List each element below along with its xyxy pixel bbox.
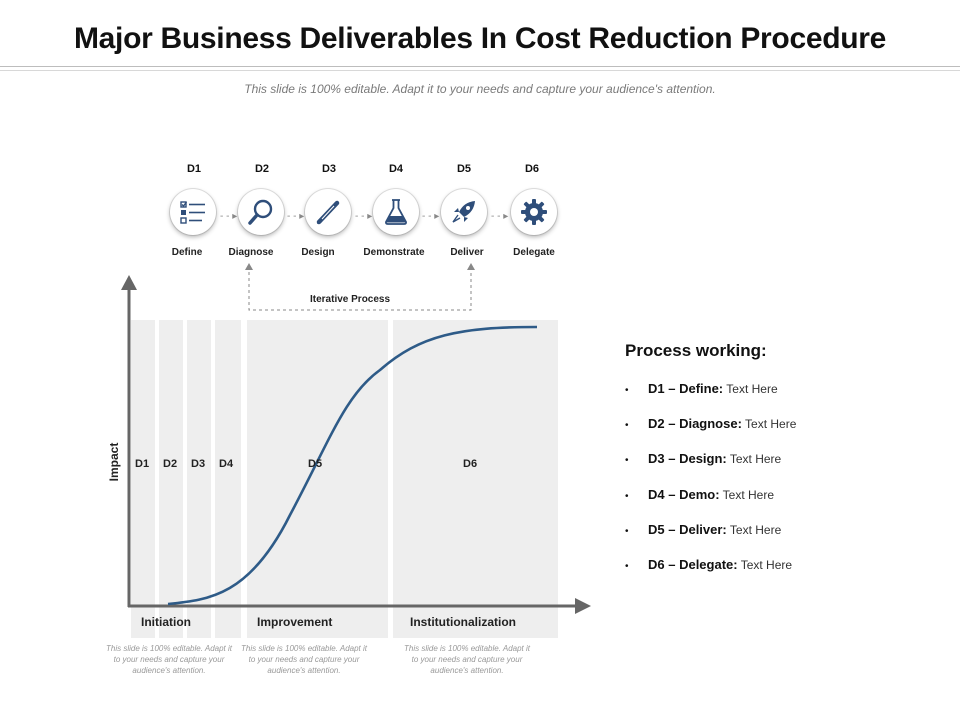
- process-item-d5: • D5 – Deliver: Text Here: [625, 522, 781, 537]
- step-name-demonstrate: Demonstrate: [363, 247, 425, 258]
- bullet-icon: •: [625, 561, 629, 572]
- connector-arrow: - - ▸: [355, 211, 373, 222]
- bullet-icon: •: [625, 491, 629, 502]
- zone-label-d1: D1: [135, 458, 150, 470]
- process-item-key: D3 – Design:: [648, 451, 727, 466]
- step-name-design: Design: [301, 247, 335, 258]
- step-name-define: Define: [171, 247, 203, 258]
- step-name-delegate: Delegate: [513, 247, 555, 258]
- step-demonstrate-circle: [373, 189, 419, 235]
- process-item-value: Text Here: [729, 452, 782, 466]
- x-axis-arrowhead: [575, 598, 591, 614]
- process-item-d1: • D1 – Define: Text Here: [625, 381, 778, 396]
- phase-note-institutionalization: This slide is 100% editable. Adapt it to…: [404, 644, 530, 675]
- connector-arrow: - - ▸: [491, 211, 509, 222]
- step-name-deliver: Deliver: [450, 247, 484, 258]
- process-item-d4: • D4 – Demo: Text Here: [625, 487, 774, 502]
- zone-band-d1: [131, 320, 155, 638]
- zone-label-d3: D3: [191, 458, 206, 470]
- process-item-value: Text Here: [726, 382, 778, 396]
- y-axis-arrowhead: [121, 275, 137, 290]
- process-item-d3: • D3 – Design: Text Here: [625, 451, 781, 466]
- iterative-process-label: Iterative Process: [308, 294, 393, 305]
- process-item-value: Text Here: [729, 523, 782, 537]
- step-define-circle: [170, 189, 216, 235]
- connector-arrow: - - ▸: [422, 211, 440, 222]
- phase-note-improvement: This slide is 100% editable. Adapt it to…: [241, 644, 367, 675]
- zone-label-d4: D4: [219, 458, 234, 470]
- process-item-d6: • D6 – Delegate: Text Here: [625, 557, 792, 572]
- pen-icon: [316, 200, 340, 225]
- title-divider-bottom: [0, 70, 960, 71]
- flask-icon: [385, 199, 407, 225]
- slide-title: Major Business Deliverables In Cost Redu…: [73, 22, 887, 55]
- process-item-d2: • D2 – Diagnose: Text Here: [625, 416, 796, 431]
- phase-institutionalization: Institutionalization: [410, 615, 516, 629]
- phase-initiation: Initiation: [141, 615, 191, 629]
- phase-note-initiation: This slide is 100% editable. Adapt it to…: [106, 644, 232, 675]
- step-code-d6: D6: [524, 163, 540, 175]
- bullet-icon: •: [625, 420, 629, 431]
- zone-band-d6: [393, 320, 558, 638]
- title-divider-top: [0, 66, 960, 67]
- checklist-icon: [180, 201, 205, 224]
- zone-label-d5: D5: [308, 458, 323, 470]
- rocket-icon: [452, 201, 475, 223]
- process-item-key: D5 – Deliver:: [648, 522, 727, 537]
- zone-label-d2: D2: [163, 458, 178, 470]
- bullet-icon: •: [625, 455, 629, 466]
- gear-icon: [521, 199, 547, 225]
- connector-arrow: - - ▸: [287, 211, 305, 222]
- phase-improvement: Improvement: [257, 615, 333, 629]
- zone-band-d5: [247, 320, 388, 638]
- step-deliver-circle: [441, 189, 487, 235]
- impact-curve: [167, 325, 538, 606]
- bullet-icon: •: [625, 526, 629, 537]
- step-design-circle: [305, 189, 351, 235]
- bullet-icon: •: [625, 385, 629, 396]
- process-item-value: Text Here: [740, 558, 793, 572]
- process-item-key: D2 – Diagnose:: [648, 416, 742, 431]
- zone-band-d2: [159, 320, 183, 638]
- step-code-d1: D1: [186, 163, 202, 175]
- process-item-value: Text Here: [745, 417, 797, 431]
- step-code-d3: D3: [321, 163, 337, 175]
- zone-band-d3: [187, 320, 211, 638]
- step-diagnose-circle: [238, 189, 284, 235]
- step-delegate-circle: [511, 189, 557, 235]
- magnifier-icon: [248, 199, 273, 225]
- y-axis-label: Impact: [107, 442, 121, 482]
- process-working-title: Process working:: [625, 341, 767, 360]
- process-item-key: D4 – Demo:: [648, 487, 720, 502]
- process-item-value: Text Here: [722, 488, 775, 502]
- step-code-d5: D5: [456, 163, 472, 175]
- process-item-key: D6 – Delegate:: [648, 557, 738, 572]
- step-code-d4: D4: [388, 163, 404, 175]
- process-item-key: D1 – Define:: [648, 381, 724, 396]
- step-code-d2: D2: [254, 163, 270, 175]
- slide-subtitle: This slide is 100% editable. Adapt it to…: [244, 82, 716, 96]
- zone-label-d6: D6: [463, 458, 478, 470]
- connector-arrow: - - ▸: [220, 211, 238, 222]
- step-name-diagnose: Diagnose: [228, 247, 274, 258]
